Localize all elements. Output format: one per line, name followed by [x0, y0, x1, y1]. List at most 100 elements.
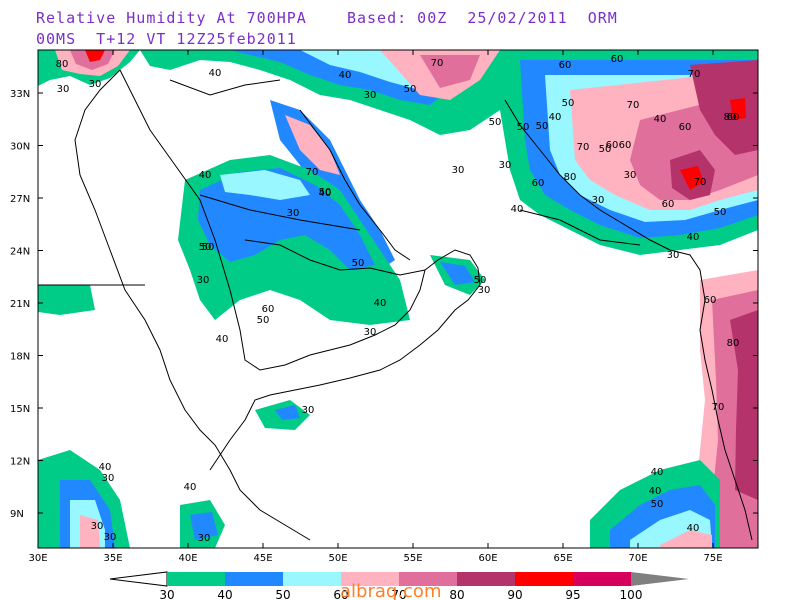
- contour-label: 50: [517, 122, 530, 133]
- contour-label: 40: [216, 334, 229, 345]
- contour-label: 30: [364, 90, 377, 101]
- legend-swatch: [573, 572, 631, 586]
- contour-label: 60: [559, 60, 572, 71]
- lat-tick-label: 30N: [10, 142, 30, 153]
- lon-tick-label: 50E: [328, 553, 347, 564]
- contour-label: 50: [489, 117, 502, 128]
- contour-label: 60: [727, 112, 740, 123]
- contour-label: 40: [209, 68, 222, 79]
- legend-level-label: 70: [391, 588, 406, 600]
- contour-label: 40: [654, 114, 667, 125]
- contour-label: 50: [599, 144, 612, 155]
- contour-label: 50: [562, 98, 575, 109]
- contour-label: 50: [202, 242, 215, 253]
- contour-label: 70: [712, 402, 725, 413]
- contour-label: 30: [667, 250, 680, 261]
- coastlines: [38, 69, 753, 541]
- legend-level-label: 30: [159, 588, 174, 600]
- contour-label: 60: [532, 178, 545, 189]
- map-subtitle: 00MS T+12 VT 12Z25feb2011: [36, 30, 297, 48]
- legend-level-label: 80: [449, 588, 464, 600]
- contour-label: 40: [511, 204, 524, 215]
- contour-label: 40: [687, 523, 700, 534]
- lat-tick-label: 18N: [10, 352, 30, 363]
- contour-label: 40: [649, 486, 662, 497]
- contour-label: 30: [624, 170, 637, 181]
- lat-tick-label: 27N: [10, 194, 30, 205]
- contour-label: 30: [91, 521, 104, 532]
- lon-tick-label: 35E: [103, 553, 122, 564]
- legend-swatch: [283, 572, 341, 586]
- contour-label: 60: [606, 140, 619, 151]
- contour-label: 40: [319, 188, 332, 199]
- contour-label: 50: [404, 84, 417, 95]
- lat-tick-label: 15N: [10, 404, 30, 415]
- lon-tick-label: 40E: [178, 553, 197, 564]
- lon-tick-label: 30E: [28, 553, 47, 564]
- contour-label: 80: [727, 338, 740, 349]
- contour-label: 50: [257, 315, 270, 326]
- contour-label: 40: [199, 170, 212, 181]
- contour-label: 30: [102, 473, 115, 484]
- color-legend: 30 40 50 60 70 80 90 95 100: [109, 571, 689, 600]
- contour-label: 30: [198, 533, 211, 544]
- map-title: Relative Humidity At 700HPA Based: 00Z 2…: [36, 9, 618, 27]
- lat-tick-label: 24N: [10, 247, 30, 258]
- lat-tick-label: 9N: [10, 509, 24, 520]
- contour-label: 50: [319, 187, 332, 198]
- legend-level-label: 50: [275, 588, 290, 600]
- contour-label: 80: [56, 59, 69, 70]
- legend-swatch: [341, 572, 399, 586]
- contour-label: 50: [651, 499, 664, 510]
- contour-label: 30: [104, 532, 117, 543]
- contour-label: 50: [199, 242, 212, 253]
- contour-label: 40: [687, 232, 700, 243]
- legend-level-label: 60: [333, 588, 348, 600]
- contour-label: 30: [499, 160, 512, 171]
- contour-label: 30: [287, 208, 300, 219]
- contour-label: 40: [99, 462, 112, 473]
- contour-label: 40: [651, 467, 664, 478]
- contour-label: 30: [592, 195, 605, 206]
- legend-swatch: [457, 572, 515, 586]
- humidity-fields: [38, 50, 758, 548]
- contour-label: 30: [302, 405, 315, 416]
- lat-tick-label: 33N: [10, 89, 30, 100]
- contour-label: 60: [611, 54, 624, 65]
- contour-label: 40: [184, 482, 197, 493]
- legend-swatch: [399, 572, 457, 586]
- contour-label: 30: [452, 165, 465, 176]
- legend-swatch: [167, 572, 225, 586]
- contour-label: 60: [619, 140, 632, 151]
- contour-label: 70: [694, 177, 707, 188]
- contour-label: 30: [364, 327, 377, 338]
- contour-label: 70: [627, 100, 640, 111]
- lon-axis: 30E 35E 40E 45E 50E 55E 60E 65E 70E 75E: [28, 50, 723, 564]
- contour-label: 70: [431, 58, 444, 69]
- legend-level-label: 90: [507, 588, 522, 600]
- lon-tick-label: 75E: [703, 553, 722, 564]
- legend-level-label: 40: [217, 588, 232, 600]
- contour-label: 50: [536, 121, 549, 132]
- legend-level-label: 100: [620, 588, 643, 600]
- contour-label: 60: [679, 122, 692, 133]
- contour-label: 40: [339, 70, 352, 81]
- lat-tick-label: 21N: [10, 299, 30, 310]
- contour-label: 60: [704, 295, 717, 306]
- contour-label: 30: [57, 84, 70, 95]
- contour-label: 70: [306, 167, 319, 178]
- legend-arrow-high: [631, 572, 689, 586]
- contour-label: 70: [577, 142, 590, 153]
- legend-swatch: [515, 572, 573, 586]
- contour-label: 30: [89, 79, 102, 90]
- plot-frame: [37, 49, 759, 549]
- legend-level-label: 95: [565, 588, 580, 600]
- contour-label: 50: [714, 207, 727, 218]
- contour-label: 40: [374, 298, 387, 309]
- lon-tick-label: 70E: [628, 553, 647, 564]
- lon-tick-label: 45E: [253, 553, 272, 564]
- contour-label: 30: [197, 275, 210, 286]
- contour-label: 40: [549, 112, 562, 123]
